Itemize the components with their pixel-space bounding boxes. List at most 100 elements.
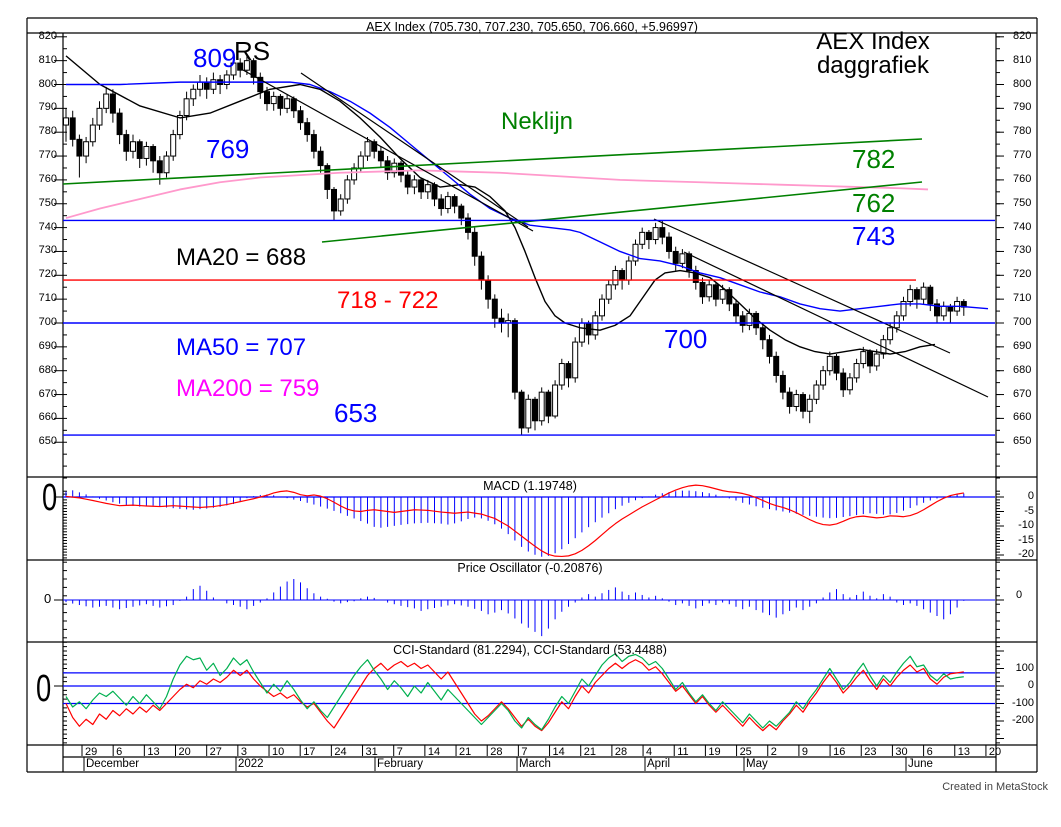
date-tick-label: 7 xyxy=(396,746,403,758)
y-axis-label-right: 750 xyxy=(1013,196,1032,209)
date-tick-label: 13 xyxy=(147,746,160,758)
macd-axis-label: -10 xyxy=(1018,519,1034,531)
y-axis-label-left: 670 xyxy=(38,387,57,400)
label-ma200: MA200 = 759 xyxy=(176,375,320,402)
y-axis-label-left: 780 xyxy=(38,125,57,138)
y-axis-label-right: 780 xyxy=(1013,125,1032,138)
date-tick-label: 16 xyxy=(833,746,846,758)
label-809: 809 xyxy=(193,43,237,73)
date-tick-label: 6 xyxy=(926,746,933,758)
watermark-text: Created in MetaStock xyxy=(942,781,1048,793)
date-tick-label: 20 xyxy=(178,746,191,758)
cci-axis-label: -100 xyxy=(1011,696,1034,709)
corner-label-line2: daggrafiek xyxy=(816,52,930,79)
date-tick-label: 21 xyxy=(459,746,472,758)
label-718-722: 718 - 722 xyxy=(337,287,439,314)
date-tick-label: 27 xyxy=(209,746,222,758)
label-769: 769 xyxy=(206,134,250,164)
cci-panel-title: CCI-Standard (81.2294), CCI-Standard (53… xyxy=(393,643,667,657)
date-tick-label: 25 xyxy=(739,746,752,758)
y-axis-label-left: 710 xyxy=(38,292,57,305)
date-tick-label: 30 xyxy=(895,746,908,758)
label-653: 653 xyxy=(334,398,378,428)
y-axis-label-right: 680 xyxy=(1013,363,1032,376)
po-zero-left: 0 xyxy=(44,591,52,606)
y-axis-label-left: 770 xyxy=(38,149,57,162)
date-tick-label: 23 xyxy=(864,746,877,758)
chart-title: AEX Index (705.730, 707.230, 705.650, 70… xyxy=(366,20,698,34)
date-tick-label: 9 xyxy=(801,746,809,758)
y-axis-label-left: 690 xyxy=(38,339,57,352)
month-label: February xyxy=(377,758,424,770)
date-tick-label: 11 xyxy=(677,746,689,758)
date-tick-label: 17 xyxy=(303,746,316,758)
macd-zero-big: 0 xyxy=(42,477,58,519)
month-label: May xyxy=(746,758,768,770)
y-axis-label-left: 660 xyxy=(38,411,57,424)
label-762: 762 xyxy=(852,188,896,218)
y-axis-label-right: 650 xyxy=(1013,435,1032,448)
cci-axis-label: -200 xyxy=(1011,714,1034,726)
cci-zero-big: 0 xyxy=(36,668,52,710)
date-tick-label: 2 xyxy=(770,746,777,758)
corner-label-line1: AEX Index xyxy=(816,28,930,55)
y-axis-label-left: 810 xyxy=(38,53,57,66)
y-axis-label-right: 710 xyxy=(1013,292,1032,305)
y-axis-label-left: 800 xyxy=(38,77,57,90)
date-tick-label: 3 xyxy=(240,746,247,758)
macd-axis-label: -15 xyxy=(1018,533,1034,546)
po-panel-title: Price Oscillator (-0.20876) xyxy=(457,561,603,575)
date-tick-label: 19 xyxy=(708,746,721,758)
month-label: June xyxy=(908,758,933,770)
date-tick-label: 28 xyxy=(490,746,503,758)
y-axis-label-right: 760 xyxy=(1013,172,1032,185)
macd-axis-label: -5 xyxy=(1024,504,1034,517)
label-782: 782 xyxy=(852,144,896,174)
date-tick-label: 31 xyxy=(365,746,378,758)
y-axis-label-left: 790 xyxy=(38,101,57,114)
macd-axis-label: 0 xyxy=(1027,490,1034,502)
po-zero-right: 0 xyxy=(1016,589,1023,601)
date-tick-label: 21 xyxy=(583,746,596,758)
y-axis-label-right: 670 xyxy=(1013,387,1032,400)
y-axis-label-right: 740 xyxy=(1013,220,1032,233)
y-axis-label-left: 650 xyxy=(38,435,57,448)
y-axis-label-left: 700 xyxy=(38,316,57,328)
date-tick-label: 4 xyxy=(646,746,653,758)
month-label: April xyxy=(647,758,671,770)
y-axis-label-right: 800 xyxy=(1013,77,1032,90)
date-tick-label: 13 xyxy=(957,746,970,758)
y-axis-label-right: 660 xyxy=(1013,411,1032,424)
y-axis-label-right: 730 xyxy=(1013,244,1032,257)
label-neklijn: Neklijn xyxy=(501,108,574,135)
macd-axis-label: -20 xyxy=(1018,548,1034,560)
y-axis-label-right: 720 xyxy=(1013,268,1032,281)
date-tick-label: 20 xyxy=(988,746,1002,758)
y-axis-label-left: 750 xyxy=(38,196,57,209)
y-axis-label-right: 790 xyxy=(1013,101,1032,114)
y-axis-label-left: 740 xyxy=(38,220,57,233)
date-tick-label: 6 xyxy=(116,746,123,758)
date-tick-label: 29 xyxy=(85,746,98,758)
label-743: 743 xyxy=(852,221,896,251)
label-700: 700 xyxy=(664,324,708,354)
y-axis-label-right: 770 xyxy=(1013,149,1032,162)
date-tick-label: 28 xyxy=(614,746,628,758)
y-axis-label-right: 810 xyxy=(1013,53,1032,66)
month-label: March xyxy=(519,758,551,770)
date-tick-label: 14 xyxy=(552,746,565,758)
date-tick-label: 14 xyxy=(427,746,441,758)
y-axis-label-right: 820 xyxy=(1013,29,1032,42)
macd-panel-title: MACD (1.19748) xyxy=(483,479,577,493)
y-axis-label-left: 820 xyxy=(38,29,57,42)
month-label: 2022 xyxy=(238,758,264,770)
date-tick-label: 10 xyxy=(272,746,285,758)
y-axis-label-left: 680 xyxy=(38,363,57,376)
chart-corner-label: AEX Index daggrafiek xyxy=(802,30,944,78)
label-rs: RS xyxy=(234,36,271,66)
y-axis-label-right: 700 xyxy=(1013,316,1032,328)
y-axis-label-left: 720 xyxy=(38,268,57,281)
cci-axis-label: 0 xyxy=(1027,679,1034,691)
